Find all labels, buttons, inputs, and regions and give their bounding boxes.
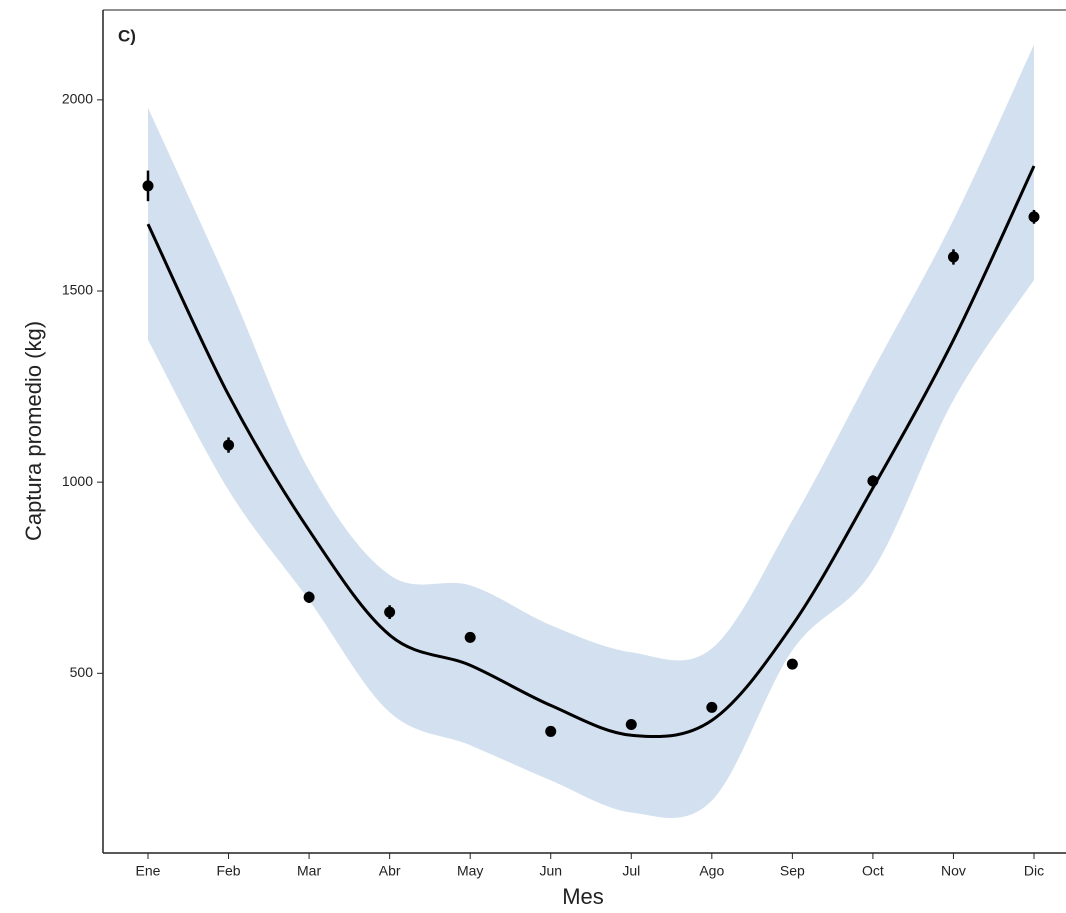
x-tick-label: Dic: [1024, 863, 1044, 879]
data-point: [625, 719, 637, 731]
x-tick-label: Sep: [780, 863, 805, 879]
data-point: [1028, 211, 1040, 223]
x-tick-label: Abr: [379, 863, 401, 879]
x-tick-label: Jun: [539, 863, 562, 879]
x-tick-label: Feb: [216, 863, 240, 879]
panel-label: C): [118, 26, 136, 45]
data-point: [545, 725, 557, 737]
y-tick-label: 500: [70, 664, 94, 680]
data-point: [223, 439, 235, 451]
y-tick-label: 1500: [62, 282, 93, 298]
confidence-band: [148, 44, 1034, 818]
data-point: [464, 631, 476, 643]
data-point: [947, 251, 959, 263]
data-point: [706, 701, 718, 713]
y-axis-label: Captura promedio (kg): [21, 321, 46, 541]
y-tick-label: 1000: [62, 473, 93, 489]
x-axis-label: Mes: [562, 884, 604, 909]
data-point: [384, 606, 396, 618]
y-tick-label: 2000: [62, 91, 93, 107]
x-tick-label: May: [457, 863, 483, 879]
data-point: [867, 475, 879, 487]
data-point: [142, 180, 154, 192]
x-tick-label: Nov: [941, 863, 966, 879]
data-point: [786, 658, 798, 670]
x-tick-label: Jul: [622, 863, 640, 879]
x-tick-label: Ago: [699, 863, 724, 879]
x-tick-label: Mar: [297, 863, 321, 879]
fit-line: [146, 165, 1036, 739]
data-point: [303, 591, 315, 603]
x-tick-label: Oct: [862, 863, 884, 879]
x-tick-label: Ene: [136, 863, 161, 879]
